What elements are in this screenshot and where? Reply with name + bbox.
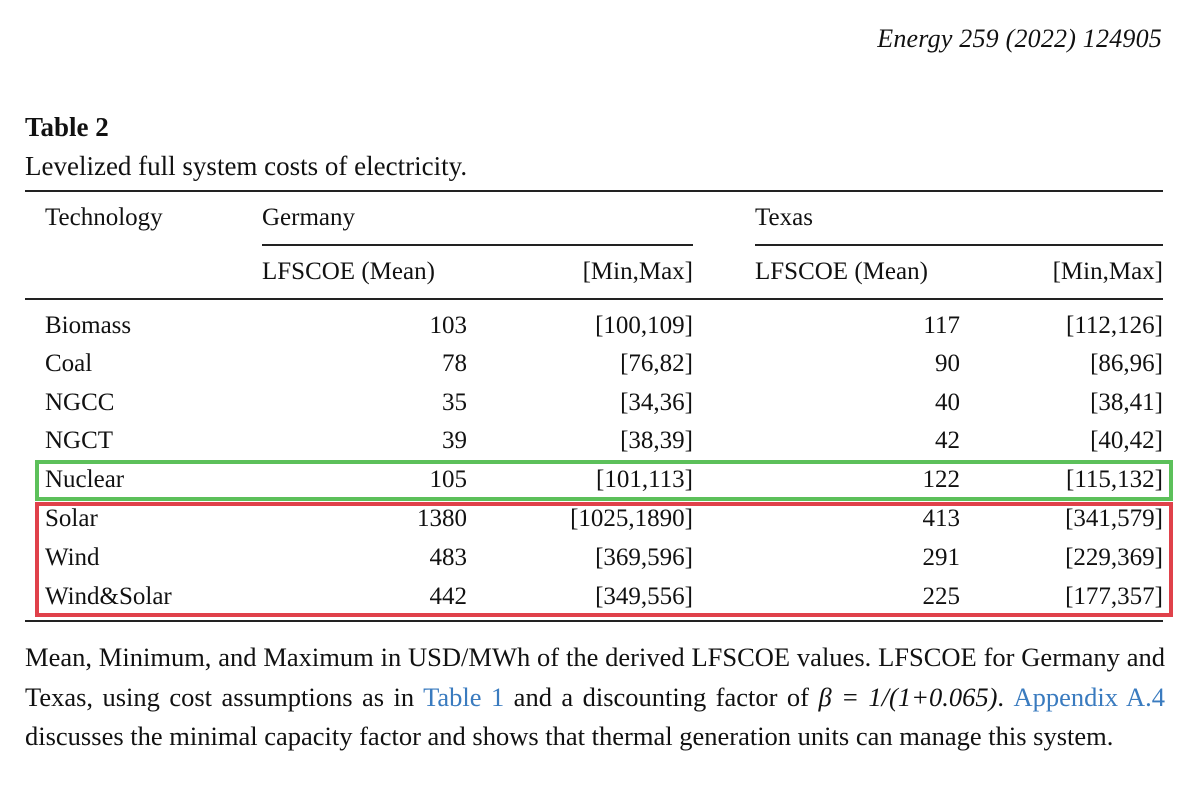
header-technology: Technology	[45, 204, 163, 231]
header-texas-minmax: [Min,Max]	[1052, 258, 1163, 285]
row-germany-mean: 483	[429, 544, 468, 571]
row-technology: Wind&Solar	[45, 583, 172, 610]
row-germany-mean: 1380	[417, 505, 467, 532]
row-texas-mean: 291	[922, 544, 961, 571]
row-texas-range: [112,126]	[1066, 312, 1163, 339]
row-texas-mean: 117	[923, 312, 960, 339]
row-texas-mean: 42	[935, 427, 960, 454]
row-germany-range: [1025,1890]	[570, 505, 693, 532]
row-germany-mean: 39	[442, 427, 467, 454]
header-germany-mean: LFSCOE (Mean)	[262, 258, 435, 285]
footnote-text: discusses the minimal capacity factor an…	[25, 721, 1114, 751]
row-texas-mean: 40	[935, 389, 960, 416]
row-texas-range: [38,41]	[1090, 389, 1163, 416]
row-germany-mean: 78	[442, 350, 467, 377]
table-top-rule	[25, 190, 1163, 192]
row-technology: Solar	[45, 505, 98, 532]
row-germany-range: [38,39]	[620, 427, 693, 454]
row-technology: NGCT	[45, 427, 114, 454]
nuclear-highlight-box	[35, 460, 1173, 501]
table-bottom-rule	[25, 620, 1163, 622]
row-technology: Biomass	[45, 312, 132, 339]
row-germany-range: [34,36]	[620, 389, 693, 416]
row-technology: Coal	[45, 350, 93, 377]
row-germany-mean: 105	[429, 466, 468, 493]
row-texas-range: [40,42]	[1090, 427, 1163, 454]
row-germany-mean: 442	[429, 583, 468, 610]
row-germany-range: [349,556]	[595, 583, 693, 610]
germany-group-rule	[262, 244, 693, 246]
header-germany-minmax: [Min,Max]	[582, 258, 693, 285]
header-bottom-rule	[25, 298, 1163, 300]
renewables-highlight-box	[35, 502, 1173, 617]
row-technology: Wind	[45, 544, 100, 571]
row-technology: Nuclear	[45, 466, 125, 493]
header-germany: Germany	[262, 204, 356, 231]
row-texas-mean: 225	[922, 583, 961, 610]
row-texas-range: [341,579]	[1065, 505, 1163, 532]
row-germany-range: [100,109]	[595, 312, 693, 339]
journal-reference: Energy 259 (2022) 124905	[877, 24, 1162, 53]
row-texas-mean: 122	[922, 466, 961, 493]
table-footnote: Mean, Minimum, and Maximum in USD/MWh of…	[25, 638, 1165, 757]
row-germany-range: [76,82]	[620, 350, 693, 377]
footnote-text: and a discounting factor of	[504, 681, 819, 712]
discount-formula: β = 1/(1+0.065)	[818, 681, 998, 712]
row-technology: NGCC	[45, 389, 115, 416]
row-germany-mean: 103	[429, 312, 468, 339]
row-texas-range: [115,132]	[1066, 466, 1163, 493]
row-germany-range: [101,113]	[596, 466, 693, 493]
header-texas: Texas	[755, 204, 813, 231]
row-texas-range: [177,357]	[1065, 583, 1163, 610]
header-texas-mean: LFSCOE (Mean)	[755, 258, 928, 285]
row-texas-mean: 413	[922, 505, 961, 532]
footnote-text: .	[997, 681, 1014, 712]
row-texas-range: [86,96]	[1090, 350, 1163, 377]
footnote-text: Mean, Minimum, and Maximum in USD/MWh of…	[25, 642, 1165, 712]
texas-group-rule	[755, 244, 1163, 246]
row-germany-range: [369,596]	[595, 544, 693, 571]
table-label: Table 2	[25, 112, 109, 142]
appendix-a4-link[interactable]: Appendix A.4	[1013, 681, 1166, 712]
row-germany-mean: 35	[442, 389, 467, 416]
table-caption: Levelized full system costs of electrici…	[25, 151, 468, 181]
row-texas-mean: 90	[935, 350, 960, 377]
table-1-link[interactable]: Table 1	[423, 681, 505, 712]
row-texas-range: [229,369]	[1065, 544, 1163, 571]
